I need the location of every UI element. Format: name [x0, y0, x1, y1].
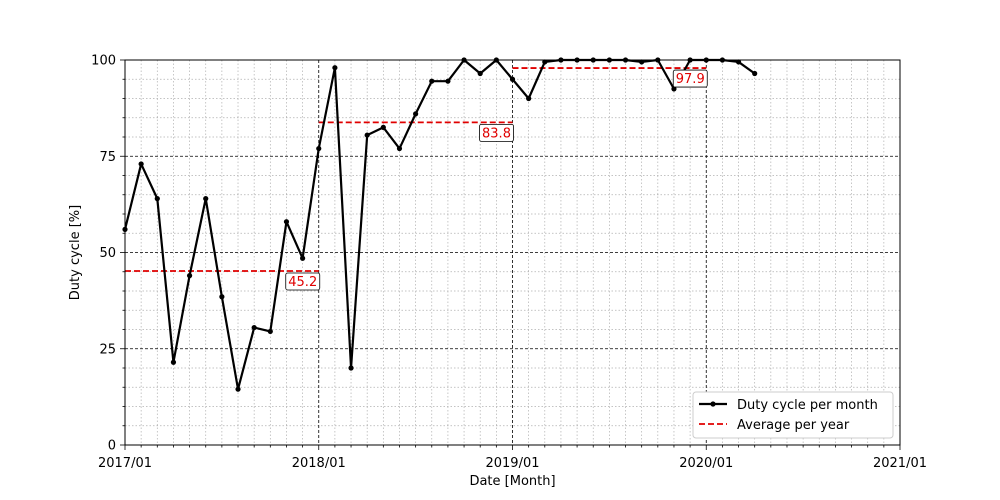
y-tick-label: 25 — [99, 342, 116, 357]
average-label: 83.8 — [482, 126, 511, 141]
x-tick-label: 2019/01 — [485, 456, 539, 471]
data-point — [639, 59, 645, 65]
data-point — [186, 273, 193, 279]
y-axis: 0 25 50 75 100 — [91, 54, 125, 454]
data-point — [219, 294, 225, 300]
data-point — [735, 59, 742, 65]
x-tick-label: 2017/01 — [98, 456, 152, 471]
average-labels: 45.2 83.8 97.9 — [285, 69, 708, 291]
data-point — [396, 145, 403, 152]
data-point — [671, 86, 677, 92]
data-point — [138, 161, 144, 167]
average-label-box — [672, 69, 708, 88]
y-tick-label: 0 — [108, 439, 116, 454]
legend-marker-duty-cycle — [710, 401, 716, 407]
data-point — [332, 65, 338, 71]
data-point — [429, 78, 435, 84]
data-point — [413, 111, 419, 117]
x-tick-label: 2021/01 — [873, 456, 927, 471]
x-tick-label: 2020/01 — [679, 456, 733, 471]
y-tick-label: 50 — [99, 246, 116, 261]
data-point — [170, 359, 177, 365]
x-axis-label: Date [Month] — [469, 474, 555, 489]
data-point — [477, 70, 483, 77]
major-grid — [125, 60, 900, 445]
y-tick-label: 100 — [91, 54, 116, 69]
duty-cycle-series — [122, 57, 758, 392]
duty-cycle-line — [123, 58, 756, 391]
data-point — [283, 219, 290, 225]
legend-label-average: Average per year — [737, 418, 850, 433]
legend-label-duty-cycle: Duty cycle per month — [737, 398, 878, 413]
data-point — [752, 70, 758, 77]
data-point — [445, 78, 451, 84]
data-point — [300, 255, 306, 261]
data-point — [316, 145, 322, 152]
x-tick-label: 2018/01 — [292, 456, 346, 471]
data-point — [251, 324, 257, 331]
data-point — [509, 76, 516, 82]
data-point — [203, 196, 209, 202]
data-point — [154, 196, 160, 202]
data-point — [348, 365, 354, 371]
average-label: 45.2 — [288, 275, 317, 290]
data-point — [267, 328, 273, 335]
x-axis: 2017/01 2018/01 2019/01 2020/01 2021/01 — [98, 445, 927, 471]
average-lines — [125, 67, 707, 272]
data-point — [235, 386, 241, 392]
data-point — [526, 95, 532, 102]
data-point — [380, 124, 386, 130]
y-axis-label: Duty cycle [%] — [68, 205, 83, 300]
average-label-box — [479, 123, 514, 142]
average-label: 97.9 — [676, 72, 705, 87]
data-point — [542, 59, 548, 65]
legend: Duty cycle per month Average per year — [692, 391, 894, 439]
y-tick-label: 75 — [99, 150, 116, 165]
legend-box — [692, 391, 894, 439]
average-label-box — [285, 272, 321, 291]
data-point — [364, 132, 370, 138]
